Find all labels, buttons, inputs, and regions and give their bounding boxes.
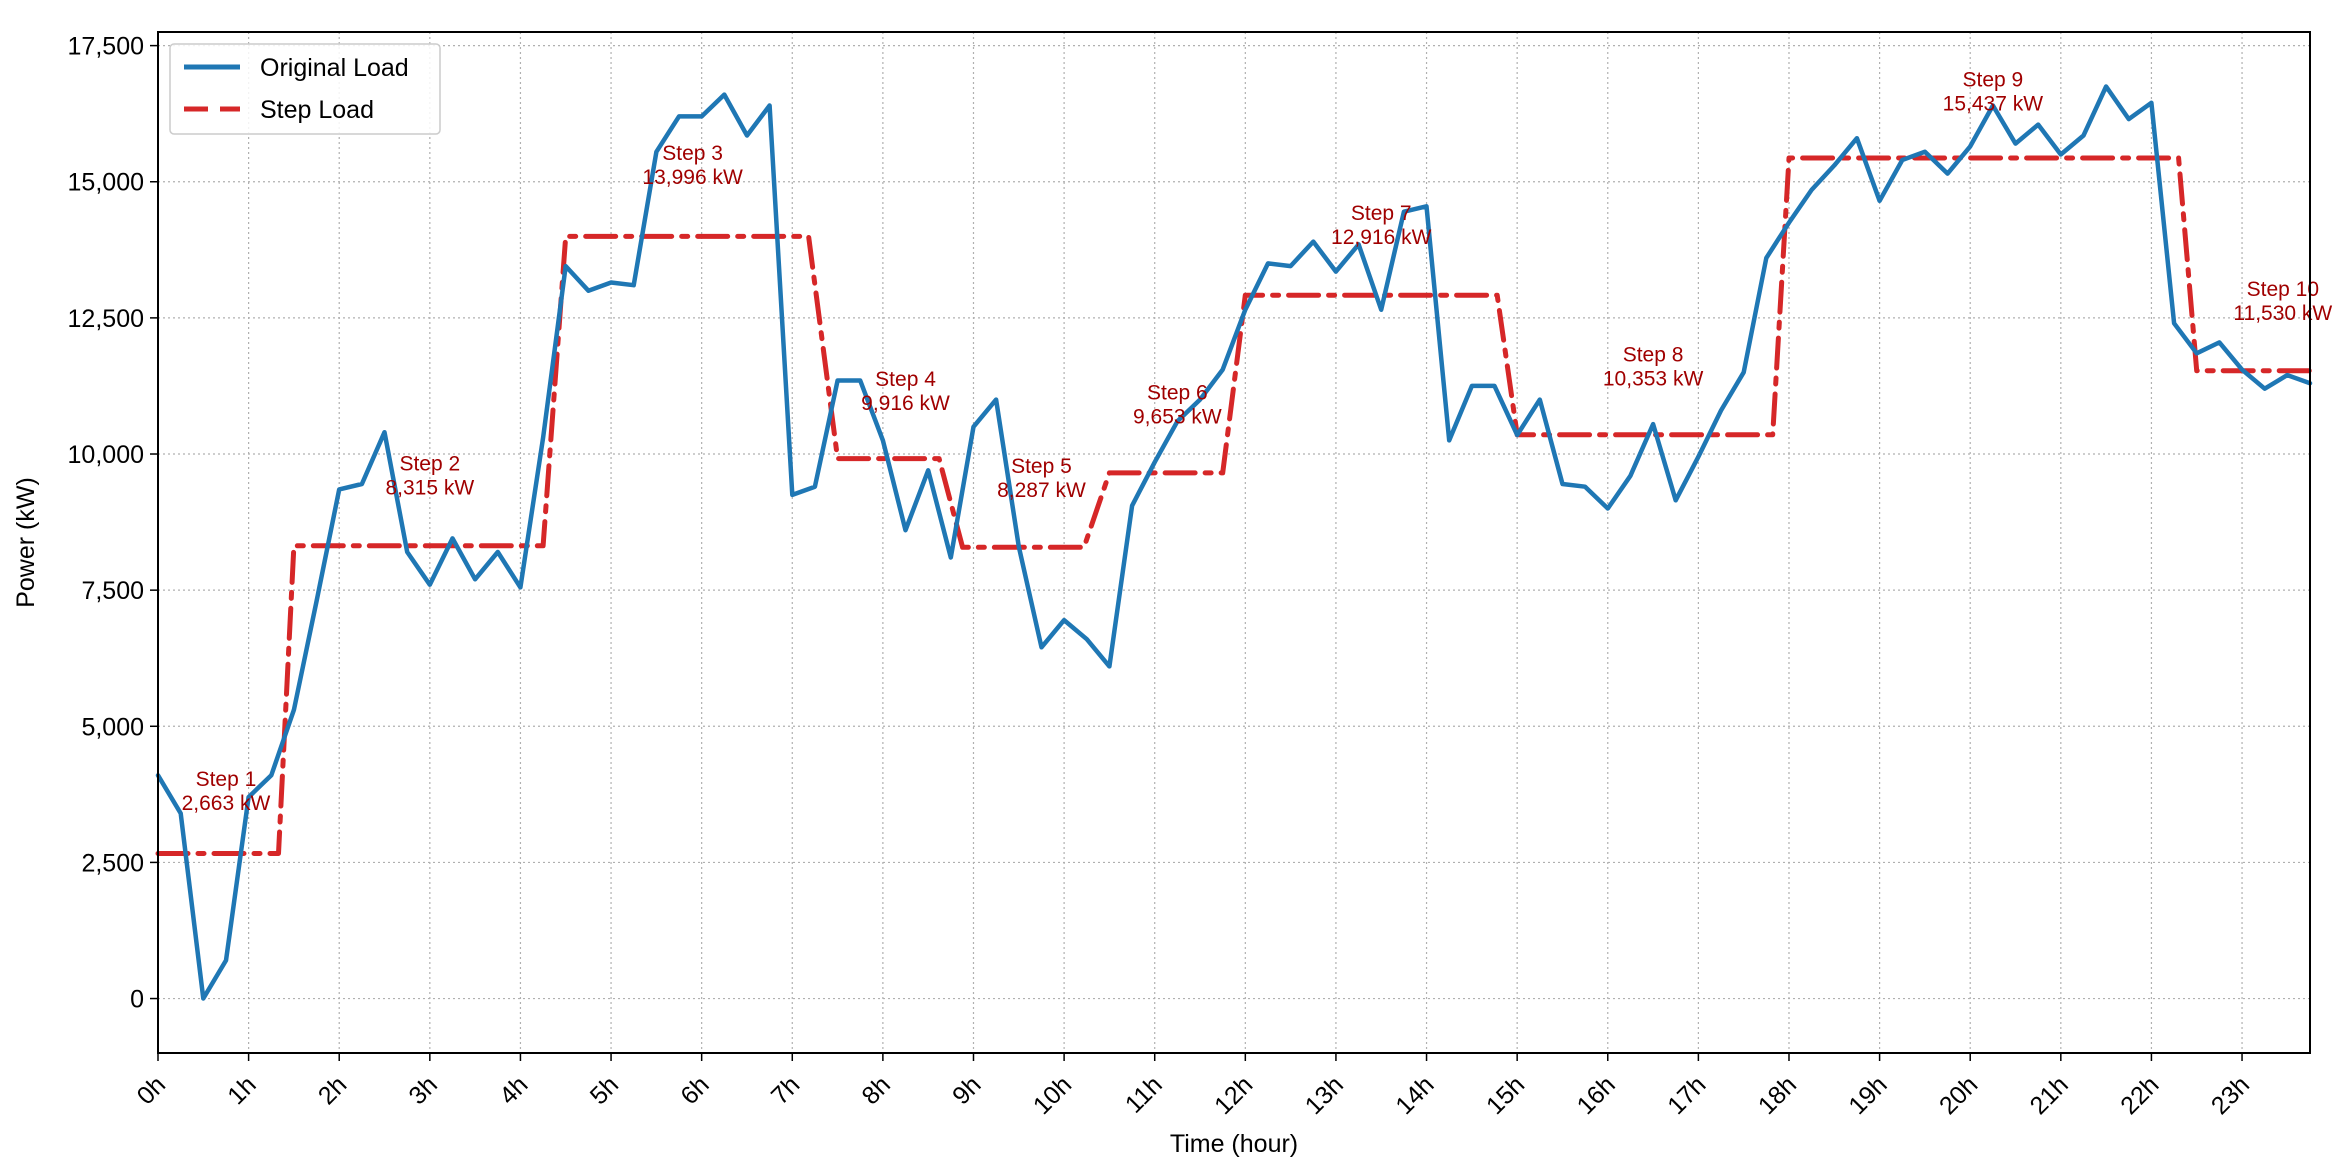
step-annotation-value: 9,653 kW bbox=[1133, 406, 1222, 429]
legend-label-step-load: Step Load bbox=[260, 96, 374, 124]
series-line-original-load bbox=[155, 84, 2313, 1001]
y-tick-label: 7,500 bbox=[81, 577, 144, 605]
step-annotation-title: Step 10 bbox=[2247, 278, 2319, 301]
step-annotation-value: 11,530 kW bbox=[2233, 302, 2332, 325]
series-layer bbox=[155, 84, 2313, 1001]
step-annotation-value: 13,996 kW bbox=[642, 166, 743, 189]
y-tick-label: 5,000 bbox=[81, 713, 144, 741]
x-axis-label: Time (hour) bbox=[1170, 1130, 1298, 1158]
series-line-step-load bbox=[155, 155, 2313, 856]
y-tick-label: 10,000 bbox=[68, 441, 144, 469]
step-annotation-title: Step 1 bbox=[196, 768, 257, 791]
y-tick-label: 17,500 bbox=[68, 33, 144, 61]
step-annotation-title: Step 6 bbox=[1147, 382, 1208, 405]
legend-label-original-load: Original Load bbox=[260, 54, 409, 82]
y-tick-label: 12,500 bbox=[68, 305, 144, 333]
step-annotation-value: 9,916 kW bbox=[861, 392, 950, 415]
step-annotation-title: Step 5 bbox=[1011, 455, 1072, 478]
step-annotation-title: Step 2 bbox=[399, 452, 460, 475]
step-annotation-title: Step 4 bbox=[875, 368, 936, 391]
step-annotation-title: Step 8 bbox=[1623, 343, 1684, 366]
annotation-layer: Step 12,663 kW Step 28,315 kW Step 313,996… bbox=[182, 68, 2333, 815]
y-tick-label: 15,000 bbox=[68, 169, 144, 197]
y-axis: 0 2,500 5,000 7,500 10,000 12,500 15,000 17,500 bbox=[68, 33, 158, 1014]
step-annotation-title: Step 3 bbox=[662, 142, 723, 165]
y-tick-label: 2,500 bbox=[81, 849, 144, 877]
step-annotation-value: 12,916 kW bbox=[1331, 226, 1432, 249]
step-annotation-value: 2,663 kW bbox=[182, 792, 271, 815]
grid-lines bbox=[157, 32, 2310, 1053]
y-axis-label: Power (kW) bbox=[12, 477, 40, 608]
step-annotation-value: 15,437 kW bbox=[1943, 92, 2044, 115]
step-annotation-value: 10,353 kW bbox=[1603, 367, 1704, 390]
legend: Original Load Step Load bbox=[169, 43, 441, 135]
y-tick-label: 0 bbox=[130, 986, 144, 1014]
plot-frame bbox=[157, 31, 2311, 1054]
step-annotation-title: Step 9 bbox=[1963, 68, 2024, 91]
step-annotation-value: 8,287 kW bbox=[997, 479, 1086, 502]
step-annotation-title: Step 7 bbox=[1351, 202, 1412, 225]
step-annotation-value: 8,315 kW bbox=[385, 476, 474, 499]
